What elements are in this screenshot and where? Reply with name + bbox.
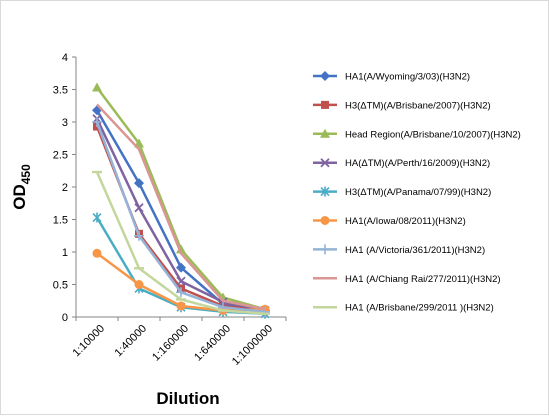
data-point-marker (134, 230, 144, 241)
y-axis-title-subscript: 450 (19, 164, 33, 184)
y-tick-label: 1.5 (53, 215, 68, 227)
y-tick-label: 0 (62, 312, 68, 324)
y-axis-title-main: OD (10, 184, 29, 210)
y-tick-label: 3 (62, 117, 68, 129)
data-point-marker (176, 301, 186, 311)
data-point-marker (134, 280, 144, 289)
data-point-marker (320, 186, 330, 197)
legend-item: H3(ΔTM)(A/Panama/07/99)(H3N2) (313, 186, 491, 198)
series-9 (92, 170, 270, 315)
series-7 (92, 117, 270, 317)
data-point-marker (92, 117, 102, 127)
legend-item: HA(ΔTM)(A/Perth/16/2009)(H3N2) (313, 158, 490, 169)
y-tick-label: 4 (62, 52, 68, 64)
y-tick-label: 0.5 (53, 280, 68, 292)
legend-label: HA1(A/Iowa/08/2011)(H3N2) (345, 216, 466, 227)
data-point-marker (320, 216, 330, 225)
legend-label: HA1(A/Wyoming/3/03)(H3N2) (345, 72, 470, 83)
data-point-marker (92, 248, 102, 258)
legend-item: Head Region(A/Brisbane/10/2007)(H3N2) (313, 128, 521, 140)
data-point-marker (320, 128, 330, 138)
series-lines (92, 82, 270, 319)
data-point-marker (134, 178, 144, 189)
data-point-marker (176, 262, 186, 273)
legend-item: HA1 (A/Victoria/361/2011)(H3N2) (313, 244, 485, 256)
data-point-marker (176, 287, 186, 298)
y-ticks: 0 0.5 1 1.5 2 2.5 3 3.5 4 (53, 52, 76, 324)
data-point-marker (134, 203, 144, 213)
data-point-marker (321, 100, 329, 109)
data-point-marker (92, 212, 102, 223)
legend-item: HA1(A/Iowa/08/2011)(H3N2) (313, 216, 466, 227)
data-point-marker (320, 244, 330, 255)
y-tick-label: 2.5 (53, 150, 68, 162)
data-point-marker (92, 82, 102, 92)
y-tick-label: 1 (62, 247, 68, 259)
legend-label: Head Region(A/Brisbane/10/2007)(H3N2) (345, 129, 521, 140)
y-tick-label: 3.5 (53, 85, 68, 97)
legend-item: HA1 (A/Chiang Rai/277/2011)(H3N2) (313, 274, 501, 285)
legend-item: HA1 (A/Brisbane/299/2011 )(H3N2) (313, 303, 494, 314)
legend-label: H3(ΔTM)(A/Brisbane/2007)(H3N2) (345, 100, 491, 111)
series-line (96, 103, 266, 311)
legend-item: HA1(A/Wyoming/3/03)(H3N2) (313, 71, 470, 83)
data-point-marker (320, 158, 330, 168)
legend-label: HA1 (A/Chiang Rai/277/2011)(H3N2) (345, 274, 501, 285)
legend: HA1(A/Wyoming/3/03)(H3N2) H3(ΔTM)(A/Brisb… (313, 71, 521, 314)
series-8 (96, 103, 266, 311)
series-6 (92, 248, 270, 315)
y-tick-label: 2 (62, 182, 68, 194)
data-point-marker (176, 276, 186, 286)
data-point-marker (320, 71, 330, 81)
legend-label: HA1 (A/Victoria/361/2011)(H3N2) (345, 245, 485, 256)
x-axis-title: Dilution (156, 389, 219, 408)
y-axis-title: OD450 (10, 164, 33, 210)
legend-label: HA(ΔTM)(A/Perth/16/2009)(H3N2) (345, 158, 490, 169)
data-point-marker (176, 244, 186, 254)
legend-item: H3(ΔTM)(A/Brisbane/2007)(H3N2) (313, 100, 491, 111)
legend-label: H3(ΔTM)(A/Panama/07/99)(H3N2) (345, 187, 491, 198)
legend-label: HA1 (A/Brisbane/299/2011 )(H3N2) (345, 303, 494, 314)
